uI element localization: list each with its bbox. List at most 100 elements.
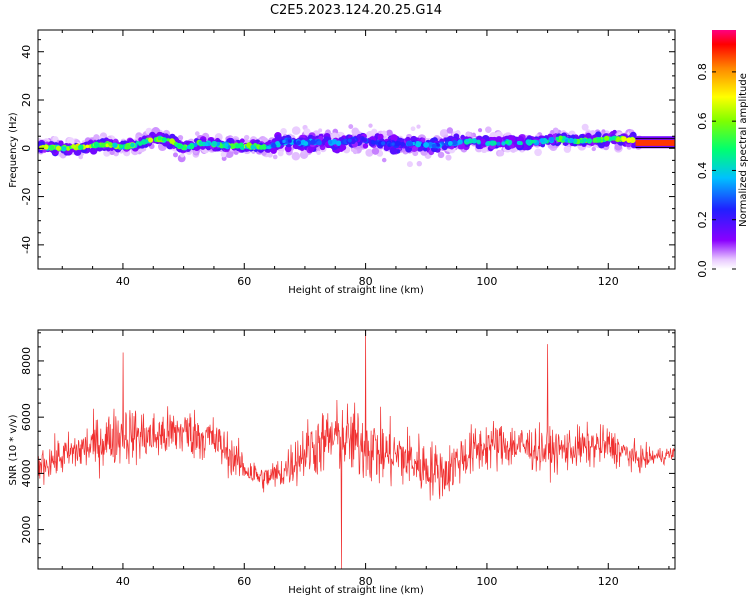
y-tick-label: 4000 [20, 459, 33, 487]
spectral-blob [282, 139, 286, 144]
spectral-blob [534, 148, 542, 157]
spectral-blob [476, 139, 481, 144]
spectral-blob [78, 144, 84, 150]
spectral-blob [318, 128, 323, 133]
spectral-blob [569, 138, 575, 144]
spectral-blob [457, 139, 463, 145]
spectral-blob [371, 140, 376, 145]
spectral-blob [71, 144, 76, 149]
spectral-blob [204, 142, 209, 147]
spectral-blob [497, 150, 505, 157]
spectral-blob [361, 137, 365, 141]
spectral-blob [394, 141, 401, 147]
spectral-blob [485, 141, 491, 147]
colorbar-tick-label: 0.8 [696, 63, 709, 81]
spectral-blob [194, 131, 200, 136]
spectral-blob [42, 148, 47, 153]
spectral-blob [135, 134, 140, 139]
spectral-blob [316, 140, 322, 146]
spectrogram-frame [37, 29, 676, 270]
spectral-blob [377, 133, 384, 140]
x-tick-label: 100 [476, 575, 497, 588]
spectral-blob [422, 147, 428, 152]
spectral-blob [316, 150, 321, 156]
spectral-blob [475, 143, 482, 150]
x-tick-label: 80 [359, 575, 373, 588]
spectral-blob [465, 138, 470, 143]
spectral-blob [407, 140, 413, 147]
figure-title: C2E5.2023.124.20.25.G14 [270, 3, 442, 18]
spectral-blob [501, 141, 506, 146]
x-tick-label: 120 [598, 575, 619, 588]
spectral-blob [504, 140, 509, 145]
colorbar: 0.0 0.2 0.4 0.6 0.8 Normalized spectral ampl… [696, 30, 749, 278]
spectral-blob [621, 136, 627, 142]
spectral-blob [549, 136, 555, 142]
spectral-blob [365, 148, 374, 157]
spectral-blob [555, 136, 560, 141]
spectral-blob [420, 137, 426, 143]
snr-series-line [38, 330, 675, 569]
spectral-blob [94, 142, 100, 148]
spectral-blob [525, 139, 531, 145]
spectrogram-axes: 40 60 80 100 120 -40 -20 0 20 40 [20, 30, 675, 288]
spectral-blob [485, 126, 492, 134]
spectral-blob [180, 153, 185, 158]
spectral-blob [604, 135, 610, 141]
spectral-blob [186, 145, 191, 149]
spectral-blob [480, 138, 486, 144]
spectral-blob [280, 128, 287, 135]
spectral-blob [66, 137, 75, 145]
spectral-blob [303, 141, 309, 146]
spectral-blob [173, 152, 178, 158]
spectral-blob [339, 144, 346, 151]
spectral-blob [239, 138, 245, 144]
spectral-blob [109, 146, 114, 151]
spectral-blob [235, 143, 241, 149]
spectral-blob [270, 147, 277, 154]
spectrogram-panel: 40 60 80 100 120 -40 -20 0 20 40 Height of straig… [8, 29, 676, 296]
x-tick-label: 40 [116, 275, 130, 288]
spectral-blob [539, 138, 545, 143]
spectral-blob [586, 138, 593, 144]
spectral-blob [381, 141, 386, 146]
spectral-blob [227, 145, 231, 149]
colorbar-ticks: 0.0 0.2 0.4 0.6 0.8 [696, 63, 736, 278]
x-tick-label: 120 [598, 275, 619, 288]
spectral-blob [437, 151, 445, 159]
snr-ylabel: SNR (10 * v/v) [8, 414, 19, 485]
spectral-blob [406, 161, 413, 168]
spectral-blob [431, 143, 437, 149]
y-tick-label: 40 [20, 45, 33, 59]
spectral-blob [558, 135, 563, 140]
y-tick-label: 20 [20, 93, 33, 107]
spectral-blob [291, 126, 301, 135]
spectral-blob [371, 128, 378, 135]
spectral-blob [250, 144, 256, 150]
spectral-blob [120, 140, 125, 145]
colorbar-tick-label: 0.0 [696, 260, 709, 278]
spectral-blob [55, 145, 61, 151]
spectral-blob [136, 140, 140, 145]
spectral-blob [400, 141, 406, 147]
spectral-blob [198, 140, 203, 146]
spectral-blob [530, 139, 535, 144]
spectral-blob [362, 143, 369, 149]
spectral-blob [516, 140, 521, 145]
spectral-blob [157, 136, 162, 141]
spectral-blob [390, 134, 398, 142]
snr-plot-area [38, 330, 675, 569]
spectral-blob [563, 145, 572, 153]
spectral-blob [451, 140, 458, 146]
spectral-blob [496, 141, 501, 146]
spectral-blob [410, 126, 416, 132]
spectral-blob [240, 143, 244, 147]
x-tick-label: 40 [116, 575, 130, 588]
spectral-blob [93, 134, 100, 141]
spectral-blob [327, 139, 333, 145]
y-tick-label: 6000 [20, 403, 33, 431]
spectral-blob [166, 138, 170, 142]
spectral-blob [469, 139, 474, 144]
spectral-blob [447, 141, 453, 146]
